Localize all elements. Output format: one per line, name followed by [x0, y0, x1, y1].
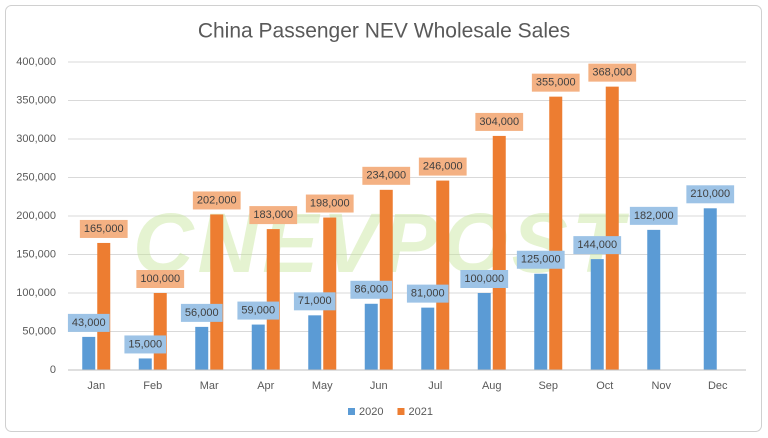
- x-tick-label: Nov: [651, 380, 671, 392]
- legend-label: 2020: [359, 406, 383, 418]
- x-tick-label: May: [312, 380, 333, 392]
- bar: [153, 293, 167, 370]
- bar: [308, 315, 322, 370]
- bar: [364, 303, 378, 370]
- value-label: 234,000: [366, 170, 406, 182]
- value-label-box: [350, 280, 393, 299]
- value-label: 198,000: [310, 197, 350, 209]
- value-label: 43,000: [72, 317, 106, 329]
- x-tick-label: Jan: [87, 380, 105, 392]
- x-tick-label: Jun: [370, 380, 388, 392]
- value-label-box: [460, 270, 509, 288]
- x-tick-label: Sep: [538, 380, 558, 392]
- bar: [210, 214, 224, 370]
- x-tick-label: Mar: [200, 380, 219, 392]
- legend-swatch: [348, 408, 355, 415]
- y-tick-label: 50,000: [22, 325, 56, 337]
- x-tick-label: Jul: [428, 380, 442, 392]
- y-tick-label: 150,000: [16, 248, 56, 260]
- value-label-box: [686, 185, 735, 204]
- value-label: 304,000: [479, 116, 519, 128]
- value-label-box: [362, 166, 411, 185]
- x-tick-label: Oct: [596, 380, 613, 392]
- y-tick-label: 100,000: [16, 287, 56, 299]
- value-label-box: [305, 194, 354, 213]
- value-label: 182,000: [634, 210, 674, 222]
- bar: [138, 358, 152, 370]
- value-label: 246,000: [423, 160, 463, 172]
- value-label-box: [516, 250, 565, 269]
- value-label-box: [629, 206, 678, 225]
- value-label-box: [406, 284, 449, 303]
- value-label: 81,000: [411, 288, 445, 300]
- y-tick-label: 350,000: [16, 94, 56, 106]
- value-label-box: [136, 270, 185, 288]
- bar: [703, 208, 717, 370]
- bar: [436, 180, 450, 370]
- value-label: 71,000: [298, 295, 332, 307]
- legend-swatch: [397, 408, 405, 415]
- value-label: 15,000: [128, 338, 162, 350]
- y-tick-label: 0: [50, 364, 56, 376]
- value-label: 355,000: [536, 77, 576, 89]
- bar: [379, 189, 393, 370]
- bar: [534, 273, 548, 370]
- value-labels: 43,000 165,000 15,000 100,000 56,000 202,000 5…: [67, 63, 735, 354]
- bar: [605, 86, 619, 370]
- bar: [477, 293, 491, 370]
- value-label-box: [67, 313, 110, 332]
- y-tick-label: 300,000: [16, 133, 56, 145]
- value-label-box: [192, 191, 241, 210]
- value-label: 59,000: [241, 304, 275, 316]
- bar: [251, 324, 265, 370]
- legend-label: 2021: [408, 406, 432, 418]
- value-label: 56,000: [185, 307, 219, 319]
- value-label: 86,000: [354, 284, 388, 296]
- bar: [492, 135, 506, 370]
- bar: [590, 259, 604, 370]
- value-label-box: [249, 206, 298, 225]
- value-label-box: [418, 157, 467, 176]
- value-label: 368,000: [592, 67, 632, 79]
- value-label: 100,000: [140, 273, 180, 285]
- value-label: 202,000: [197, 194, 237, 206]
- value-label-box: [79, 219, 128, 238]
- value-label-box: [531, 73, 580, 92]
- y-tick-label: 200,000: [16, 210, 56, 222]
- bar: [195, 326, 209, 370]
- x-tick-label: Feb: [143, 380, 162, 392]
- y-tick-label: 400,000: [16, 56, 56, 68]
- x-tick-label: Apr: [257, 380, 274, 392]
- value-label-box: [293, 292, 336, 311]
- value-label-box: [237, 301, 280, 320]
- bar: [82, 336, 96, 370]
- chart-title: China Passenger NEV Wholesale Sales: [198, 20, 570, 43]
- bar: [266, 229, 280, 370]
- value-label: 144,000: [577, 239, 617, 251]
- bar: [97, 242, 111, 370]
- bar: [421, 307, 435, 370]
- value-label: 165,000: [84, 223, 124, 235]
- value-label-box: [124, 335, 167, 354]
- value-label: 125,000: [521, 254, 561, 266]
- y-tick-label: 250,000: [16, 171, 56, 183]
- x-tick-label: Dec: [708, 380, 728, 392]
- bar: [549, 96, 563, 371]
- value-label-box: [588, 63, 637, 82]
- value-label-box: [573, 236, 622, 255]
- value-label-box: [475, 112, 524, 131]
- value-label: 100,000: [464, 273, 504, 285]
- value-label: 210,000: [690, 188, 730, 200]
- x-tick-label: Aug: [482, 380, 502, 392]
- value-label-box: [180, 303, 223, 322]
- bar: [647, 229, 661, 370]
- value-label: 183,000: [253, 209, 293, 221]
